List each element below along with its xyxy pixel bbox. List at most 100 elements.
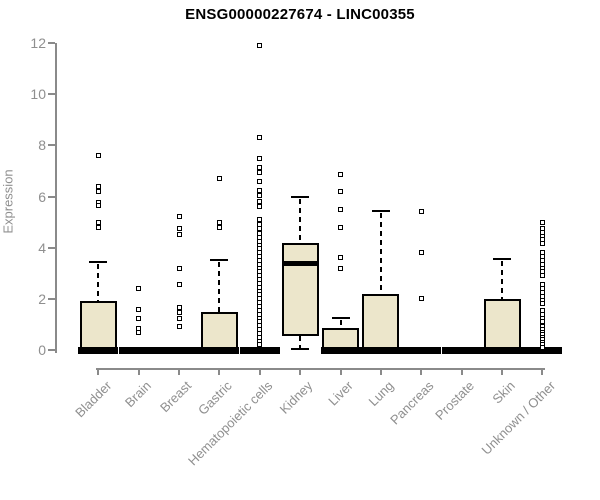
y-axis-tick <box>48 297 55 300</box>
x-axis-tick <box>339 368 342 375</box>
outlier-point-breast <box>176 305 182 311</box>
y-tick-label: 4 <box>38 239 46 256</box>
y-axis-tick <box>48 195 55 198</box>
zero-median-bar-hematopoietic-cells <box>239 346 280 354</box>
upper-whisker-lung <box>379 212 382 294</box>
lower-whisker-cap-kidney <box>291 347 310 350</box>
x-tick-label-pancreas: Pancreas <box>387 378 437 428</box>
outlier-point-breast <box>176 232 182 238</box>
x-tick-label-breast: Breast <box>157 378 195 416</box>
box-gastric <box>200 311 238 350</box>
x-tick-label-kidney: Kidney <box>277 378 316 417</box>
outlier-point-unknown-other <box>539 273 545 279</box>
upper-whisker-cap-lung <box>371 209 390 212</box>
y-axis-line <box>55 43 57 353</box>
outlier-point-breast <box>176 310 182 316</box>
y-tick-label: 0 <box>38 342 46 358</box>
outlier-point-hematopoietic-cells <box>257 192 263 198</box>
outlier-point-unknown-other <box>539 301 545 307</box>
upper-whisker-cap-gastric <box>210 259 229 262</box>
chart-title: ENSG00000227674 - LINC00355 <box>185 6 415 23</box>
upper-whisker-skin <box>501 261 504 299</box>
outlier-point-liver <box>338 265 344 271</box>
outlier-point-hematopoietic-cells <box>257 178 263 184</box>
outlier-point-unknown-other <box>539 219 545 225</box>
outlier-point-brain <box>136 306 142 312</box>
x-tick-label-skin: Skin <box>489 378 518 407</box>
outlier-point-bladder <box>95 188 101 194</box>
outlier-point-breast <box>176 315 182 321</box>
zero-median-bar-skin <box>482 346 523 354</box>
outlier-point-bladder <box>95 183 101 189</box>
outlier-point-unknown-other <box>539 344 545 350</box>
y-axis-tick <box>48 93 55 96</box>
box-bladder <box>79 301 117 350</box>
outlier-point-gastric <box>216 224 222 230</box>
outlier-point-hematopoietic-cells <box>257 43 263 49</box>
outlier-point-hematopoietic-cells <box>257 135 263 141</box>
outlier-point-hematopoietic-cells <box>257 204 263 210</box>
outlier-point-breast <box>176 282 182 288</box>
outlier-point-hematopoietic-cells <box>257 155 263 161</box>
upper-whisker-cap-skin <box>493 258 512 261</box>
outlier-point-breast <box>176 265 182 271</box>
outlier-point-breast <box>176 324 182 330</box>
outlier-point-liver <box>338 224 344 230</box>
outlier-point-hematopoietic-cells <box>257 199 263 205</box>
x-tick-label-lung: Lung <box>365 378 397 410</box>
x-tick-label-bladder: Bladder <box>71 378 114 421</box>
y-tick-label: 12 <box>30 35 46 51</box>
outlier-point-hematopoietic-cells <box>257 342 263 348</box>
box-lung <box>362 293 400 350</box>
x-axis-tick <box>460 368 463 375</box>
x-tick-label-brain: Brain <box>122 378 155 411</box>
zero-median-bar-gastric <box>199 346 240 354</box>
outlier-point-unknown-other <box>539 241 545 247</box>
y-axis-tick <box>48 144 55 147</box>
x-axis-tick <box>541 368 544 375</box>
outlier-point-liver <box>338 206 344 212</box>
x-axis-tick <box>379 368 382 375</box>
outlier-point-pancreas <box>418 250 424 256</box>
outlier-point-breast <box>176 214 182 220</box>
x-tick-label-liver: Liver <box>325 378 357 409</box>
outlier-point-pancreas <box>418 296 424 302</box>
outlier-point-bladder <box>95 219 101 225</box>
upper-whisker-cap-bladder <box>89 260 108 263</box>
outlier-point-brain <box>136 329 142 335</box>
y-tick-label: 10 <box>30 86 46 103</box>
outlier-point-hematopoietic-cells <box>257 187 263 193</box>
zero-median-bar-unknown-other <box>522 346 563 354</box>
outlier-point-hematopoietic-cells <box>257 217 263 223</box>
outlier-point-hematopoietic-cells <box>257 169 263 175</box>
x-axis-tick <box>137 368 140 375</box>
zero-median-bar-liver <box>320 346 361 354</box>
y-axis-tick <box>48 42 55 44</box>
x-axis-tick <box>299 368 302 375</box>
x-axis-tick <box>97 368 100 375</box>
outlier-point-brain <box>136 315 142 321</box>
median-line-kidney <box>283 260 317 266</box>
upper-whisker-liver <box>339 320 342 329</box>
zero-median-bar-prostate <box>441 346 482 354</box>
x-axis-tick <box>218 368 221 375</box>
zero-median-bar-brain <box>118 346 159 354</box>
upper-whisker-cap-kidney <box>291 195 310 198</box>
zero-median-bar-breast <box>159 346 200 354</box>
y-tick-label: 6 <box>38 188 46 205</box>
x-axis-tick <box>258 368 261 375</box>
outlier-point-liver <box>338 188 344 194</box>
x-tick-label-prostate: Prostate <box>432 378 478 423</box>
outlier-point-liver <box>338 172 344 178</box>
outlier-point-breast <box>176 225 182 231</box>
outlier-point-gastric <box>216 219 222 225</box>
x-tick-label-unknown-other: Unknown / Other <box>478 378 559 458</box>
x-axis-line <box>96 368 545 370</box>
box-kidney <box>281 242 319 336</box>
x-axis-tick <box>178 368 181 375</box>
outlier-point-gastric <box>216 176 222 182</box>
outlier-point-brain <box>136 286 142 292</box>
outlier-point-bladder <box>95 224 101 230</box>
y-tick-label: 8 <box>38 137 46 154</box>
